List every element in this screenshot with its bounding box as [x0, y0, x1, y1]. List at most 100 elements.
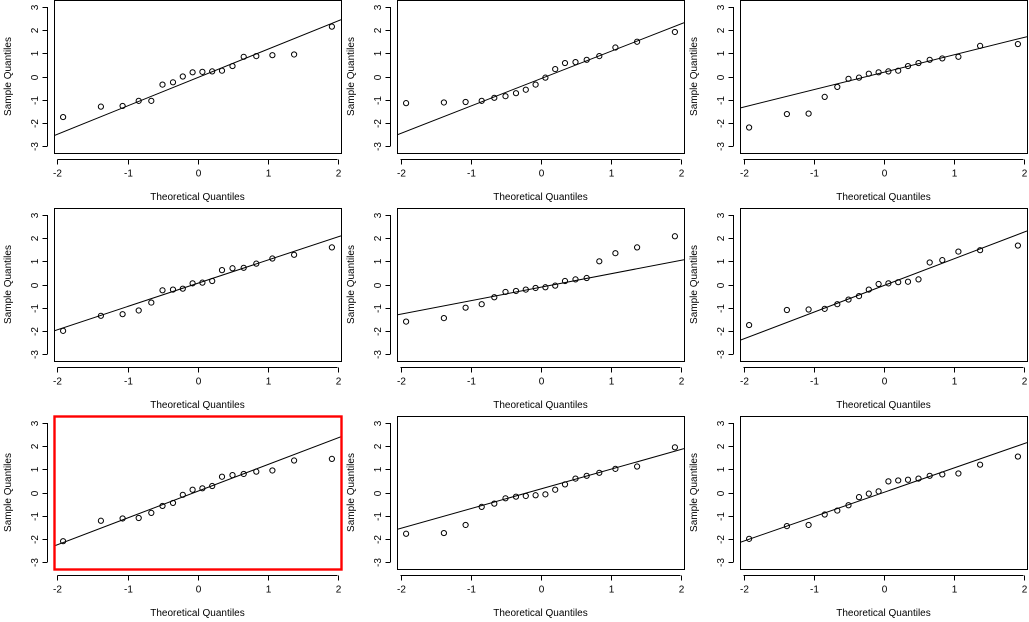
y-tick-label: 3 [30, 212, 41, 218]
data-point [403, 318, 410, 325]
y-axis-title: Sample Quantiles [3, 245, 14, 324]
data-point [855, 494, 863, 501]
data-point [612, 465, 619, 472]
y-tick-label: -2 [373, 535, 384, 544]
plot-frame [740, 208, 1028, 362]
y-axis-title: Sample Quantiles [689, 453, 700, 532]
data-point [502, 495, 509, 502]
x-tick-label: 0 [539, 169, 545, 180]
y-axis-title: Sample Quantiles [346, 453, 357, 532]
data-point [552, 486, 559, 493]
y-tick-label: 0 [30, 74, 41, 80]
reference-line [54, 19, 341, 137]
data-point [783, 523, 791, 530]
data-point [253, 468, 260, 475]
data-point [512, 493, 520, 500]
data-point [148, 299, 155, 306]
data-point [1014, 453, 1022, 460]
data-point [159, 287, 166, 294]
data-point [199, 485, 206, 492]
data-point [440, 99, 447, 106]
data-point [328, 244, 335, 251]
y-tick-label: -3 [716, 142, 727, 151]
data-point [977, 247, 984, 254]
y-axis-title: Sample Quantiles [689, 245, 700, 324]
data-point [328, 23, 335, 30]
data-point [955, 53, 962, 60]
data-point [561, 59, 569, 67]
x-axis-title: Theoretical Quantiles [493, 192, 588, 203]
y-tick-label: 2 [373, 443, 384, 449]
data-point [240, 470, 247, 478]
data-point [189, 280, 196, 287]
y-tick-label: 2 [716, 27, 727, 33]
data-point [229, 472, 236, 479]
reference-line [740, 36, 1027, 109]
data-point [895, 67, 902, 74]
x-axis-title: Theoretical Quantiles [836, 192, 931, 203]
data-point [955, 470, 962, 477]
x-tick-label: -1 [124, 377, 133, 388]
data-point [746, 535, 753, 542]
data-point [119, 311, 126, 318]
y-tick-label: 0 [30, 282, 41, 288]
y-tick-label: 2 [30, 235, 41, 241]
data-point [834, 301, 841, 308]
data-point [189, 486, 196, 493]
y-tick-label: 0 [373, 282, 384, 288]
data-point [60, 113, 67, 121]
x-tick-label: -2 [53, 585, 62, 596]
y-tick-label: -2 [30, 119, 41, 128]
data-point [522, 286, 529, 293]
y-tick-label: 0 [716, 74, 727, 80]
y-tick-label: -3 [373, 350, 384, 359]
data-point [97, 517, 105, 524]
y-tick-label: 1 [30, 50, 41, 56]
data-point [834, 83, 841, 91]
x-tick-label: 2 [679, 169, 685, 180]
data-point [403, 100, 410, 107]
data-point [291, 251, 298, 258]
data-point [671, 444, 679, 451]
y-tick-label: 3 [716, 420, 727, 426]
y-tick-label: -1 [30, 304, 41, 313]
y-tick-label: -3 [716, 558, 727, 567]
data-point [229, 265, 236, 272]
data-point [179, 73, 186, 80]
data-point [119, 102, 126, 110]
y-tick-label: 0 [716, 490, 727, 496]
data-point [783, 110, 791, 118]
data-point [135, 514, 142, 522]
data-point [159, 502, 166, 510]
x-axis-title: Theoretical Quantiles [150, 608, 245, 619]
x-tick-label: -1 [467, 585, 476, 596]
y-tick-label: -2 [373, 119, 384, 128]
data-point [634, 244, 641, 251]
data-point [552, 282, 559, 289]
data-point [572, 475, 579, 482]
y-tick-label: 1 [373, 466, 384, 472]
x-axis-title: Theoretical Quantiles [493, 608, 588, 619]
x-tick-label: 0 [196, 377, 202, 388]
data-point [583, 56, 590, 63]
y-tick-label: 1 [30, 466, 41, 472]
x-axis-title: Theoretical Quantiles [836, 400, 931, 411]
data-point [218, 267, 226, 274]
data-point [269, 52, 276, 59]
data-point [502, 288, 509, 296]
x-tick-label: 1 [266, 377, 272, 388]
x-tick-label: -1 [810, 169, 819, 180]
x-tick-label: 2 [1022, 377, 1028, 388]
y-tick-label: -1 [30, 512, 41, 521]
y-tick-label: 0 [30, 490, 41, 496]
data-point [939, 471, 946, 478]
plot-frame [740, 0, 1028, 154]
data-point [542, 491, 549, 498]
data-point [895, 477, 902, 484]
y-tick-label: 2 [716, 443, 727, 449]
data-point [845, 502, 852, 509]
data-point [805, 306, 812, 313]
x-tick-label: -2 [53, 377, 62, 388]
data-point [915, 59, 922, 67]
y-tick-label: 3 [373, 212, 384, 218]
